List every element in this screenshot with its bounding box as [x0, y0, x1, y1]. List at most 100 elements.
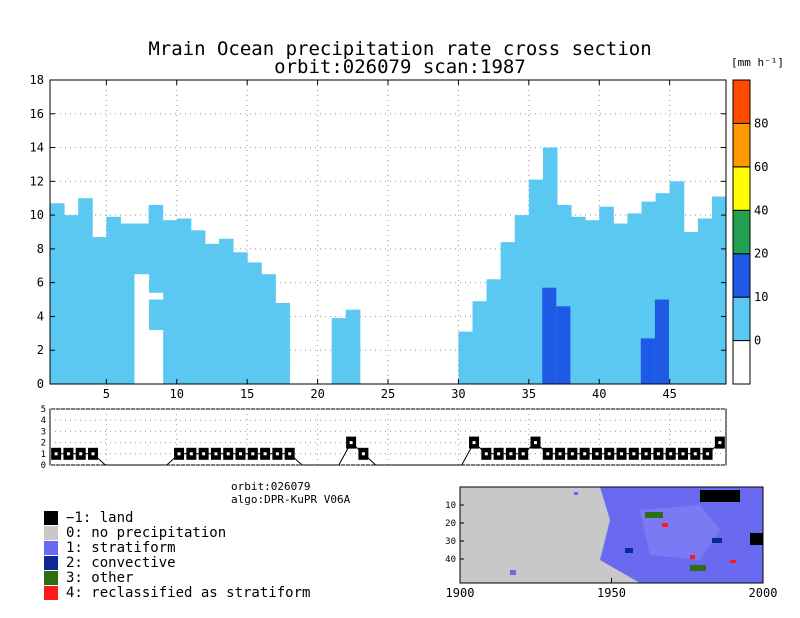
- convective-column: [556, 306, 571, 384]
- map-other-patch: [645, 512, 663, 518]
- y-tick-label: 16: [30, 107, 44, 121]
- precip-columns: [50, 147, 727, 384]
- precip-column: [627, 213, 642, 384]
- type-y-tick: 1: [41, 450, 46, 460]
- precip-gap: [148, 292, 164, 300]
- colorbar-cell: [732, 340, 751, 385]
- precip-column: [275, 302, 290, 384]
- map-reclassified-patch: [662, 523, 668, 527]
- type-y-tick: 5: [41, 405, 46, 415]
- precip-column: [204, 243, 220, 384]
- orbit-info: orbit:026079: [231, 480, 310, 493]
- colorbar-cell: [732, 166, 751, 211]
- map-stratiform-fleck-2: [574, 492, 578, 495]
- legend-swatch: [44, 526, 58, 540]
- legend-swatch: [44, 541, 58, 555]
- precip-column: [486, 279, 502, 384]
- colorbar-cell: [732, 296, 751, 342]
- colorbar-cell: [732, 253, 751, 298]
- precip-gap: [134, 274, 150, 384]
- legend-swatch: [44, 511, 58, 525]
- precip-column: [345, 309, 361, 384]
- legend-label: 4: reclassified as stratiform: [66, 585, 310, 601]
- map-stratiform-core: [640, 505, 720, 560]
- precip-column: [571, 216, 586, 384]
- precip-column: [50, 203, 65, 384]
- precip-type-map: 10 20 30 40 1900 1950 2000: [445, 486, 777, 600]
- map-land-patch-2: [750, 533, 763, 545]
- x-tick-label: 25: [381, 387, 395, 401]
- precip-column: [528, 179, 544, 384]
- map-x-tick: 1900: [446, 586, 475, 600]
- type-y-tick: 2: [41, 439, 46, 449]
- map-y-tick: 30: [445, 537, 456, 547]
- precip-column: [711, 196, 727, 384]
- precip-column: [247, 262, 262, 384]
- precip-column: [233, 252, 248, 384]
- x-tick-label: 5: [103, 387, 110, 401]
- grid: [50, 79, 726, 385]
- legend-label: 3: other: [66, 570, 133, 586]
- colorbar-label: 10: [754, 290, 768, 304]
- x-axis-ticks: 5 10 15 20 25 30 35 40 45: [103, 80, 677, 401]
- precip-column: [683, 232, 699, 384]
- colorbar-unit: [mm h⁻¹]: [731, 56, 784, 69]
- y-tick-label: 18: [30, 73, 44, 87]
- map-y-tick: 20: [445, 519, 456, 529]
- map-land-patch: [700, 490, 740, 502]
- map-convective-patch: [625, 548, 633, 553]
- x-tick-label: 20: [310, 387, 324, 401]
- x-tick-label: 35: [522, 387, 536, 401]
- precip-column: [500, 242, 516, 384]
- precip-column: [120, 223, 135, 384]
- precip-column: [472, 301, 488, 384]
- type-y-tick: 3: [41, 427, 46, 437]
- colorbar-cell: [732, 209, 751, 255]
- precip-column: [697, 218, 713, 384]
- precip-column: [219, 238, 234, 384]
- chart-subtitle: orbit:026079 scan:1987: [274, 56, 526, 78]
- precip-column: [92, 237, 107, 384]
- y-tick-label: 14: [30, 141, 44, 155]
- type-y-tick: 0: [41, 461, 46, 471]
- colorbar-label: 60: [754, 160, 768, 174]
- y-tick-label: 8: [37, 242, 44, 256]
- map-convective-patch-2: [712, 538, 722, 543]
- convective-column: [640, 338, 655, 384]
- colorbar-label: 80: [754, 116, 768, 130]
- precip-column: [106, 216, 121, 384]
- legend-swatch: [44, 586, 58, 600]
- precip-column: [599, 206, 614, 384]
- precip-column: [176, 218, 192, 384]
- legend-swatch: [44, 556, 58, 570]
- map-reclassified-patch-3: [730, 560, 736, 563]
- map-y-tick: 40: [445, 555, 456, 565]
- map-x-tick: 1950: [597, 586, 626, 600]
- convective-column: [654, 299, 669, 384]
- legend-label: −1: land: [66, 510, 133, 526]
- precip-column: [190, 230, 206, 384]
- y-tick-label: 6: [37, 276, 44, 290]
- y-tick-label: 2: [37, 343, 44, 357]
- x-tick-label: 45: [662, 387, 676, 401]
- precip-column: [64, 215, 79, 384]
- precip-column: [585, 220, 600, 384]
- cross-section-plot: 0 2 4 6 8 10 12 14 16 18 5 10 15 20 25 30 35 40 45: [30, 73, 727, 401]
- map-reclassified-patch-2: [690, 555, 695, 559]
- x-tick-label: 30: [451, 387, 465, 401]
- y-tick-label: 10: [30, 208, 44, 222]
- algo-info: algo:DPR-KuPR V06A: [231, 493, 351, 506]
- x-tick-label: 15: [240, 387, 254, 401]
- precip-column: [458, 331, 473, 384]
- colorbar-cell: [732, 79, 751, 124]
- type-y-tick: 4: [41, 416, 46, 426]
- x-tick-label: 40: [592, 387, 606, 401]
- y-axis-ticks: 0 2 4 6 8 10 12 14 16 18: [30, 73, 726, 391]
- precip-column: [613, 223, 628, 384]
- legend-label: 2: convective: [66, 555, 176, 571]
- y-tick-label: 12: [30, 174, 44, 188]
- precip-gap: [148, 329, 164, 384]
- x-tick-label: 10: [170, 387, 184, 401]
